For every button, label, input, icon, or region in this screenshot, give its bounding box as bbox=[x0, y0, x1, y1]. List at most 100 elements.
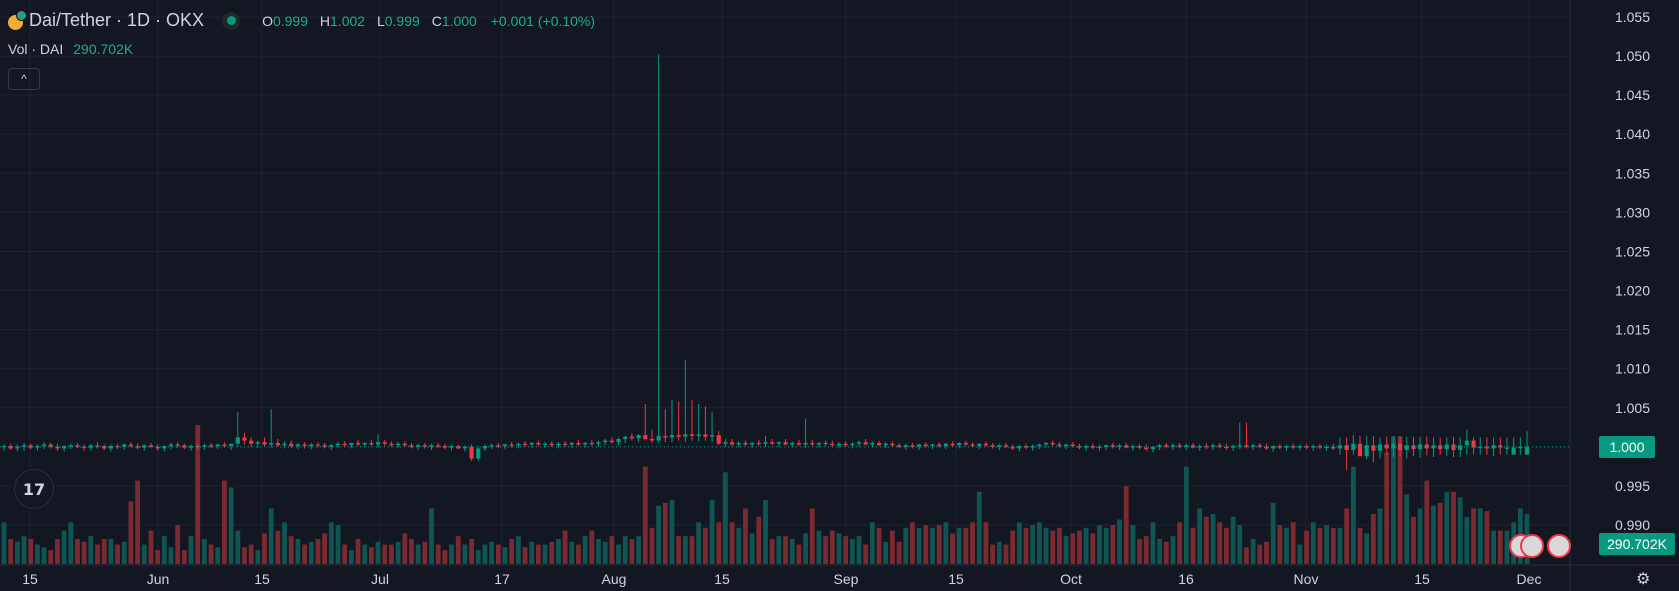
symbol-title[interactable]: Dai/Tether · 1D · OKX bbox=[29, 10, 205, 30]
candle-body bbox=[289, 443, 294, 447]
candle-body bbox=[1404, 445, 1409, 450]
candle-body bbox=[1124, 445, 1129, 448]
volume-bar bbox=[522, 547, 528, 564]
volume-bar bbox=[1364, 533, 1370, 564]
candle-body bbox=[1511, 447, 1516, 455]
candle-body bbox=[369, 442, 374, 445]
price-axis[interactable]: 1.055 1.050 1.045 1.040 1.035 1.030 1.025 1.020… bbox=[1615, 9, 1650, 533]
price-tick-label: 1.045 bbox=[1615, 87, 1650, 103]
volume-bar bbox=[569, 541, 575, 564]
candle-body bbox=[1371, 445, 1376, 451]
volume-bar bbox=[803, 533, 808, 564]
volume-bar bbox=[936, 525, 942, 564]
candle-body bbox=[1297, 446, 1302, 448]
candle-body bbox=[1277, 446, 1282, 448]
volume-bar bbox=[1143, 536, 1149, 564]
volume-bar bbox=[669, 500, 675, 564]
candle-body bbox=[683, 434, 688, 437]
volume-bar bbox=[475, 550, 481, 564]
time-axis[interactable]: 15 Jun 15 Jul 17 Aug 15 Sep 15 Oct 16 Nov 15 Dec bbox=[22, 571, 1541, 587]
candle-body bbox=[1391, 443, 1396, 449]
candle-body bbox=[616, 439, 621, 443]
volume-label: Vol · DAI bbox=[8, 41, 64, 57]
volume-bar bbox=[689, 536, 695, 564]
volume-bar bbox=[368, 547, 374, 564]
volume-bar bbox=[1304, 530, 1309, 564]
candle-body bbox=[21, 445, 27, 447]
volume-bar bbox=[141, 544, 147, 564]
candle-body bbox=[836, 443, 842, 446]
volume-bar bbox=[836, 533, 842, 564]
candle-body bbox=[743, 442, 748, 445]
candle-body bbox=[1331, 446, 1336, 449]
volume-bar bbox=[1210, 513, 1216, 564]
candle-body bbox=[1524, 446, 1530, 455]
candle-body bbox=[309, 444, 314, 447]
tradingview-logo[interactable]: 17 bbox=[14, 469, 54, 509]
volume-bar bbox=[963, 527, 969, 564]
candle-body bbox=[315, 444, 321, 446]
candle-body bbox=[816, 442, 822, 445]
volume-bar bbox=[395, 541, 401, 564]
low-value: 0.999 bbox=[384, 12, 420, 29]
volume-bar bbox=[1150, 522, 1156, 564]
us-flag-event-icon[interactable] bbox=[1547, 534, 1571, 558]
candle-body bbox=[957, 442, 962, 446]
candle-body bbox=[75, 445, 80, 447]
volume-bar bbox=[910, 522, 915, 564]
candle-body bbox=[756, 442, 761, 445]
candle-body bbox=[469, 446, 474, 459]
volume-bar bbox=[816, 530, 822, 564]
volume-bar bbox=[736, 527, 742, 564]
time-tick-label: Aug bbox=[602, 571, 627, 587]
volume-bar bbox=[275, 530, 281, 564]
candle-body bbox=[583, 442, 588, 445]
price-badges: 1.000 290.702K bbox=[1599, 436, 1675, 555]
volume-bar bbox=[409, 538, 414, 564]
candle-body bbox=[716, 435, 721, 444]
volume-bar bbox=[930, 527, 935, 564]
current-price-label: 1.000 bbox=[1609, 439, 1644, 455]
volume-bar bbox=[1016, 522, 1022, 564]
volume-bar bbox=[983, 522, 989, 564]
candle-body bbox=[1311, 446, 1316, 448]
volume-bar bbox=[1183, 466, 1189, 564]
close-value: 1.000 bbox=[441, 12, 477, 29]
volume-bar bbox=[883, 541, 889, 564]
candle-body bbox=[229, 443, 234, 447]
price-tick-label: 1.050 bbox=[1615, 48, 1650, 64]
price-tick-label: 1.025 bbox=[1615, 243, 1650, 259]
price-tick-label: 1.035 bbox=[1615, 165, 1650, 181]
price-tick-label: 1.005 bbox=[1615, 400, 1650, 416]
volume-bar bbox=[856, 536, 862, 564]
volume-bar bbox=[549, 541, 555, 564]
collapse-legend-button[interactable]: ^ bbox=[8, 68, 40, 90]
candle-body bbox=[456, 446, 461, 449]
volume-bar bbox=[235, 530, 241, 564]
volume-bar bbox=[1036, 522, 1042, 564]
symbol-legend: Dai/Tether · 1D · OKX O0.999 H1.002 L0.9… bbox=[8, 10, 595, 31]
candle-body bbox=[1190, 445, 1196, 448]
volume-bar bbox=[535, 544, 541, 564]
volume-bar bbox=[1197, 508, 1203, 564]
volume-bar bbox=[308, 541, 314, 564]
volume-bar bbox=[729, 522, 735, 564]
volume-bar bbox=[776, 536, 782, 564]
volume-bar bbox=[108, 538, 114, 564]
event-markers[interactable] bbox=[1509, 534, 1571, 558]
market-status-icon[interactable] bbox=[222, 11, 241, 30]
volume-bar bbox=[429, 508, 434, 564]
volume-bar bbox=[175, 525, 181, 564]
volume-bar bbox=[970, 522, 975, 564]
price-tick-label: 0.995 bbox=[1615, 478, 1650, 494]
volume-bar bbox=[943, 522, 949, 564]
us-flag-event-icon[interactable] bbox=[1520, 534, 1544, 558]
candle-body bbox=[402, 443, 407, 446]
chart-settings-icon[interactable]: ⚙ bbox=[1636, 571, 1651, 588]
candle-body bbox=[396, 443, 401, 446]
candle-body bbox=[897, 445, 902, 447]
volume-bar bbox=[502, 547, 508, 564]
volume-bar bbox=[616, 544, 621, 564]
candle-body bbox=[643, 435, 648, 440]
